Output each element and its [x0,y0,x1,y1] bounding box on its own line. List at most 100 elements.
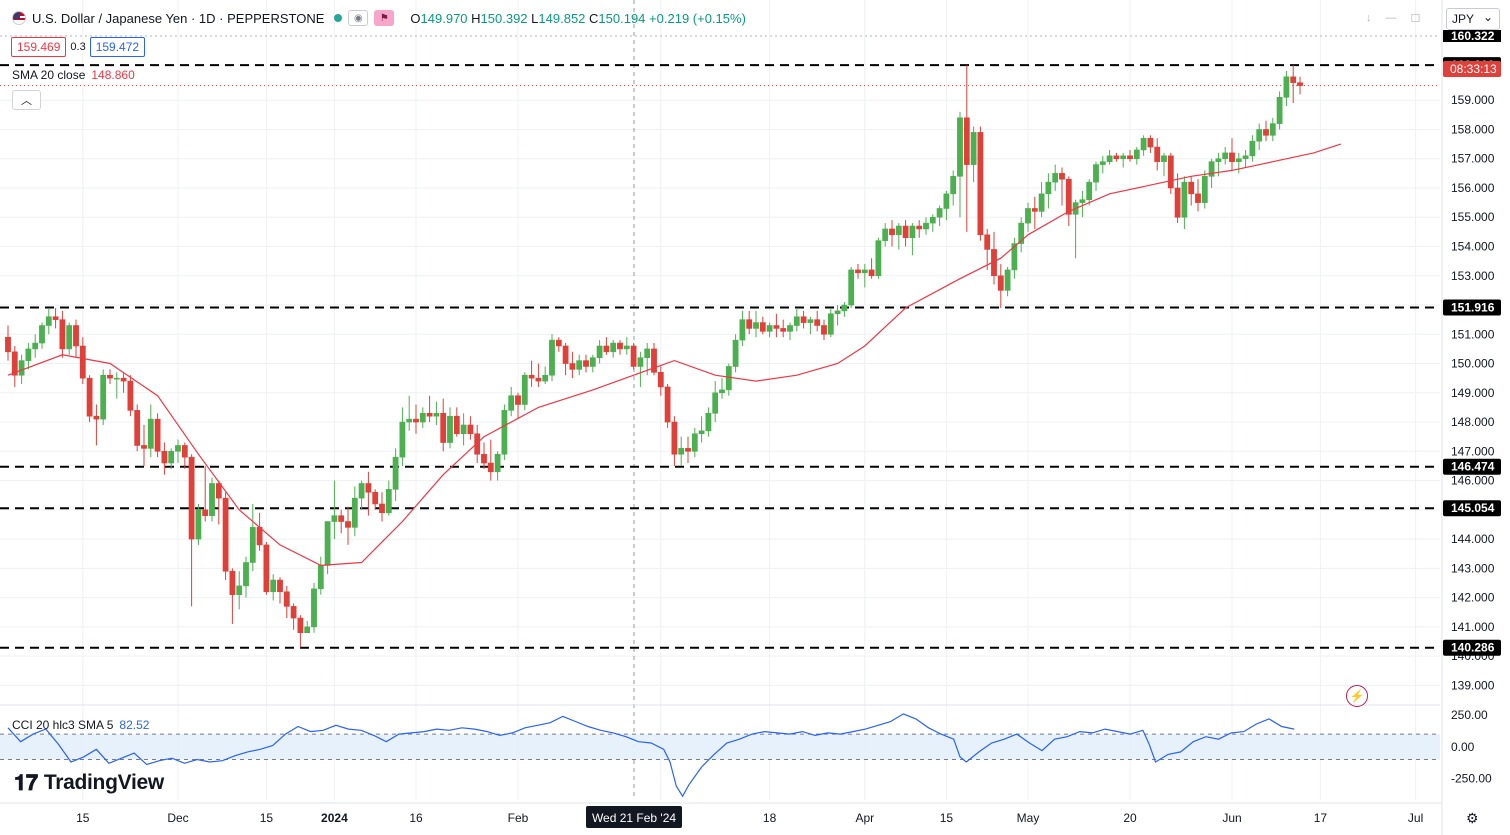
candle-body [229,570,236,595]
price-axis-label: 156.000 [1451,181,1495,195]
candle-body [365,483,372,493]
candle-body [66,325,73,350]
candle-body [297,617,304,634]
price-axis-label: 159.000 [1451,93,1495,107]
candle-body [467,424,474,435]
level-tag-label: 140.286 [1451,641,1495,655]
candle-body [1161,155,1167,162]
candle-body [596,345,603,358]
candle-body [379,503,385,514]
candle-body [263,544,270,593]
candle-body [345,521,351,528]
candle-body [861,269,868,274]
candle-body [603,345,610,353]
candle-body [1065,178,1072,215]
candle-body [73,325,79,347]
price-axis-label: 146.000 [1451,474,1495,488]
candle-body [311,588,317,628]
level-tag [1443,458,1501,475]
candle-body [1031,208,1038,212]
sma-legend[interactable]: SMA 20 close 148.860 [12,68,135,82]
candle-body [882,228,889,241]
candle-body [1235,158,1242,162]
arrow-down-icon[interactable]: ↓ [1366,12,1372,24]
price-axis-label: 158.000 [1451,122,1495,136]
minimize-icon[interactable]: — [1385,12,1397,24]
candle-body [1229,152,1235,162]
candle-body [657,372,664,388]
candle-body [732,339,739,367]
sma-20-line [7,143,1341,567]
candle-body [1297,82,1303,86]
candle-body [984,234,991,250]
price-axis-label: 144.000 [1451,532,1495,546]
candle-body [433,412,440,417]
candle-body [1079,199,1086,203]
candle-body [841,304,848,312]
candle-body [766,325,773,332]
level-tag [1443,500,1501,517]
price-axis-label: 147.000 [1451,444,1495,458]
candle-body [440,412,447,443]
candle-body [1256,129,1263,142]
level-tag-label: 146.474 [1451,460,1495,474]
candle-body [827,313,834,335]
candle-body [317,565,324,590]
candle-body [195,509,202,540]
candle-body [93,415,100,420]
sell-button[interactable]: 159.469 [11,37,67,57]
candle-body [45,316,52,326]
currency-select[interactable]: JPY [1446,8,1500,30]
candle-body [1093,164,1099,183]
buy-button[interactable]: 159.472 [89,37,146,57]
candle-body [59,319,66,350]
time-axis-label: May [1017,811,1040,825]
candle-body [474,433,481,455]
candle-body [644,348,651,358]
candle-body [950,175,957,195]
time-axis-label: Jul [1408,811,1423,825]
tradingview-logo-icon: 𝟏𝟕 [14,770,38,795]
candle-body [739,319,746,341]
candle-body [413,418,419,423]
time-axis-label: Dec [167,811,188,825]
candle-body [671,421,678,455]
cci-value: 82.52 [119,718,150,732]
candle-body [1038,193,1045,212]
candle-body [202,509,209,516]
eye-icon[interactable]: ◉ [348,10,369,26]
cci-legend[interactable]: CCI 20 hlc3 SMA 5 82.52 [12,718,149,732]
candle-body [678,448,685,455]
gear-icon[interactable]: ⚙ [1466,810,1479,826]
collapse-legend-button[interactable]: ︿ [12,90,41,110]
candle-body [1188,181,1195,195]
symbol-title[interactable]: U.S. Dollar / Japanese Yen · 1D · PEPPER… [32,10,325,26]
candle-body [1181,181,1188,218]
time-axis-label: Jun [1222,811,1241,825]
candle-body [1242,155,1249,160]
time-axis-label: Feb [508,811,529,825]
candle-body [685,448,691,452]
us-flag-icon [12,11,26,25]
candle-body [18,360,25,376]
candle-body [1269,123,1276,136]
maximize-icon[interactable]: ☐ [1410,13,1421,25]
candle-body [1263,129,1269,136]
candle-body [1195,193,1201,203]
candle-body [460,424,467,435]
candle-body [725,366,732,391]
tradingview-logo[interactable]: 𝟏𝟕 TradingView [14,770,164,796]
flag-icon[interactable]: ⚑ [374,10,395,26]
spark-icon[interactable]: ⚡ [1346,685,1368,707]
candle-body [909,225,916,239]
candle-body [100,374,107,420]
time-axis-label: 17 [1314,811,1328,825]
cci-label: CCI 20 hlc3 SMA 5 [12,718,114,732]
candle-body [481,453,487,464]
candle-body [1113,155,1120,160]
sma-label: SMA 20 close [12,68,86,82]
price-axis-label: 141.000 [1451,620,1495,634]
time-axis-label: 18 [763,811,777,825]
cci-axis-label: -250.00 [1451,771,1492,785]
